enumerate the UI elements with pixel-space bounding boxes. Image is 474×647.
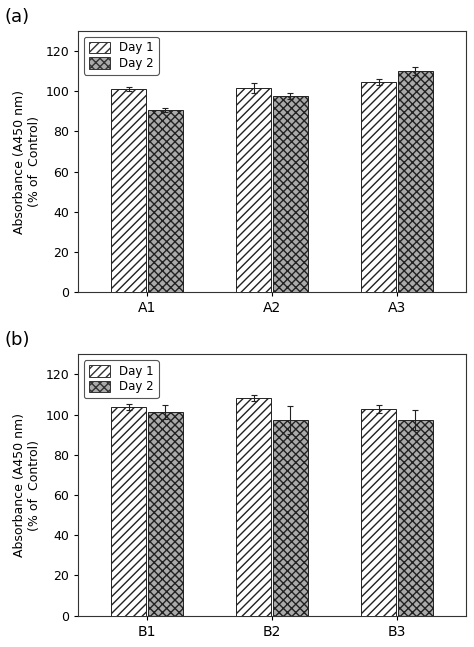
Legend: Day 1, Day 2: Day 1, Day 2 (84, 360, 159, 398)
Bar (273, 420, 308, 616)
Bar (236, 397, 271, 616)
Bar (111, 89, 146, 292)
Bar (398, 420, 433, 616)
Bar (147, 110, 182, 292)
Bar (236, 88, 271, 292)
Legend: Day 1, Day 2: Day 1, Day 2 (84, 37, 159, 74)
Bar (398, 71, 433, 292)
Y-axis label: Absorbance (A450 nm)
(% of  Control): Absorbance (A450 nm) (% of Control) (13, 89, 41, 234)
Bar (147, 411, 182, 616)
Text: (a): (a) (4, 8, 29, 26)
Bar (361, 409, 396, 616)
Bar (273, 96, 308, 292)
Bar (361, 82, 396, 292)
Bar (111, 406, 146, 616)
Text: (b): (b) (4, 331, 30, 349)
Y-axis label: Absorbance (A450 nm)
(% of  Control): Absorbance (A450 nm) (% of Control) (13, 413, 41, 557)
